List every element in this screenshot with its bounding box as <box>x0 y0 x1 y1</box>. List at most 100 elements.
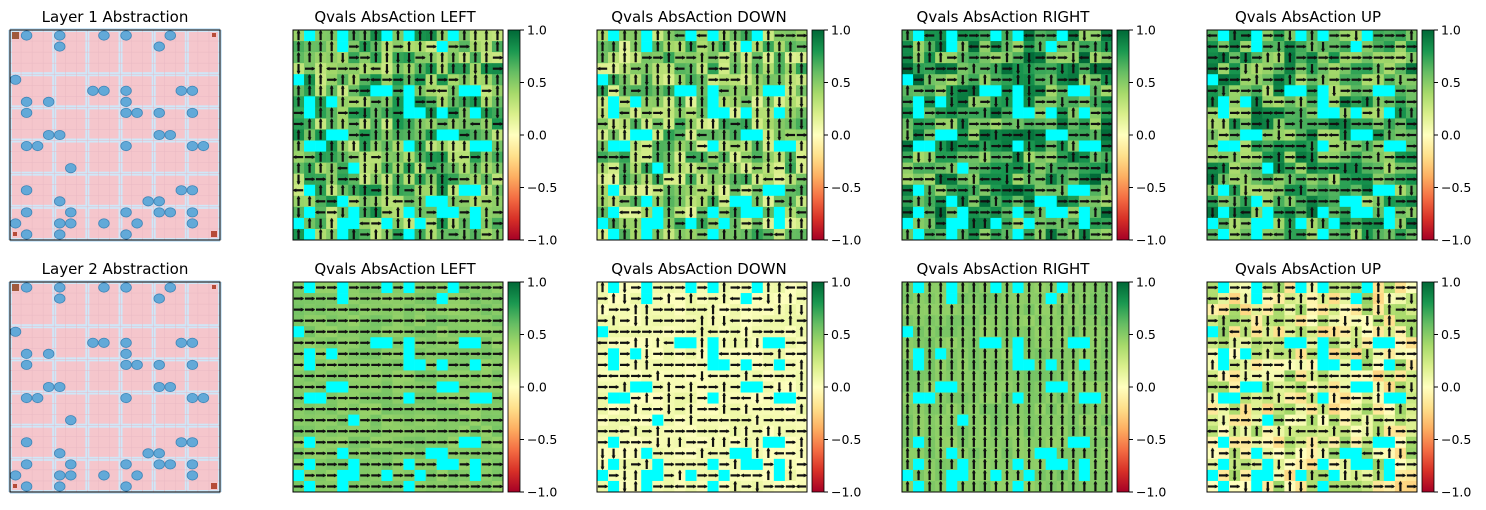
hole-cell <box>773 184 786 197</box>
policy-arrowhead <box>1034 221 1038 226</box>
policy-arrowhead <box>660 188 664 193</box>
policy-arrowhead <box>1325 155 1329 160</box>
policy-arrowhead <box>296 70 301 75</box>
policy-arrowhead <box>953 55 958 60</box>
policy-arrowhead <box>1402 133 1407 137</box>
policy-arrowhead <box>648 110 653 115</box>
policy-arrowhead <box>759 221 763 226</box>
policy-arrowhead <box>1221 181 1226 185</box>
hole-cell <box>1023 107 1035 119</box>
policy-arrowhead <box>1281 99 1285 104</box>
hole-cell <box>403 348 415 360</box>
policy-arrowhead <box>938 40 943 45</box>
policy-arrowhead <box>920 177 925 182</box>
policy-arrowhead <box>1075 199 1079 204</box>
panel-title: Layer 2 Abstraction <box>42 260 189 278</box>
policy-arrowhead <box>1413 232 1418 237</box>
map-hole <box>175 185 188 196</box>
policy-arrowhead <box>1009 88 1013 93</box>
map-hole <box>31 141 44 152</box>
policy-arrowhead <box>744 85 749 89</box>
policy-arrowhead <box>1402 155 1407 160</box>
hole-cell <box>436 381 449 393</box>
hole-cell <box>707 96 719 108</box>
policy-arrowhead <box>440 217 445 222</box>
policy-arrowhead <box>1053 221 1057 226</box>
policy-arrowhead <box>422 296 426 301</box>
hole-cell <box>641 30 653 42</box>
policy-arrowhead <box>300 351 305 356</box>
hole-cell <box>1067 184 1080 197</box>
policy-arrowhead <box>1104 159 1109 163</box>
map-hole <box>20 229 33 240</box>
hole-cell <box>718 107 730 119</box>
policy-arrowhead <box>1314 88 1318 93</box>
policy-arrowhead <box>373 29 378 34</box>
policy-arrowhead <box>755 63 760 67</box>
policy-arrowhead <box>803 133 808 137</box>
policy-arrowhead <box>1210 184 1215 189</box>
policy-arrowhead <box>700 159 704 163</box>
policy-arrowhead <box>1358 55 1362 60</box>
policy-arrowhead <box>1221 118 1226 122</box>
policy-arrowhead <box>333 407 338 412</box>
policy-arrowhead <box>696 33 700 38</box>
policy-arrowhead <box>976 122 980 126</box>
policy-arrowhead <box>700 63 704 67</box>
policy-arrowhead <box>737 77 741 82</box>
policy-arrowhead <box>788 118 793 122</box>
policy-arrowhead <box>344 351 349 356</box>
map-hole <box>153 293 165 304</box>
policy-arrowhead <box>307 118 312 122</box>
hole-cell <box>685 30 697 42</box>
hole-cell <box>447 282 460 294</box>
policy-arrowhead <box>1405 133 1410 137</box>
policy-arrowhead <box>307 51 312 56</box>
policy-arrowhead <box>777 118 782 122</box>
policy-arrowhead <box>965 177 969 182</box>
policy-arrowhead <box>1292 66 1296 71</box>
policy-arrowhead <box>329 170 334 174</box>
policy-arrowhead <box>799 217 804 222</box>
policy-arrowhead <box>1314 99 1318 104</box>
policy-arrowhead <box>373 51 378 56</box>
policy-arrowhead <box>704 188 708 193</box>
hole-cell <box>946 228 958 241</box>
policy-arrowhead <box>378 429 382 434</box>
policy-arrowhead <box>1060 217 1065 222</box>
hole-cell <box>740 129 753 141</box>
policy-arrowhead <box>440 29 445 34</box>
policy-arrowhead <box>433 374 437 378</box>
policy-arrowhead <box>1270 144 1274 148</box>
policy-arrowhead <box>499 307 504 312</box>
policy-arrowhead <box>744 140 749 144</box>
hole-cell <box>652 217 664 230</box>
policy-arrowhead <box>337 166 341 171</box>
hole-cell <box>707 107 719 119</box>
policy-arrowhead <box>733 85 738 89</box>
policy-arrowhead <box>1236 99 1241 104</box>
policy-arrowhead <box>1292 99 1296 104</box>
policy-arrowhead <box>1064 199 1068 204</box>
policy-arrowhead <box>644 184 649 189</box>
policy-arrowhead <box>344 429 349 434</box>
policy-arrowhead <box>1369 155 1373 160</box>
policy-arrowhead <box>1292 144 1296 148</box>
policy-arrowhead <box>644 181 649 185</box>
policy-arrowhead <box>1332 181 1337 185</box>
policy-arrowhead <box>344 110 349 115</box>
policy-arrowhead <box>495 129 500 133</box>
policy-arrowhead <box>466 285 470 290</box>
policy-arrowhead <box>1354 228 1359 233</box>
policy-arrowhead <box>385 118 389 122</box>
policy-arrowhead <box>766 107 771 111</box>
hole-cell <box>403 392 415 404</box>
hole-cell <box>902 217 914 230</box>
policy-arrowhead <box>418 184 423 189</box>
policy-arrowhead <box>916 217 921 222</box>
policy-arrowhead <box>385 40 389 45</box>
map-hole <box>20 30 33 41</box>
policy-arrowhead <box>931 232 936 237</box>
policy-arrowhead <box>968 77 972 82</box>
policy-arrowhead <box>920 77 925 82</box>
